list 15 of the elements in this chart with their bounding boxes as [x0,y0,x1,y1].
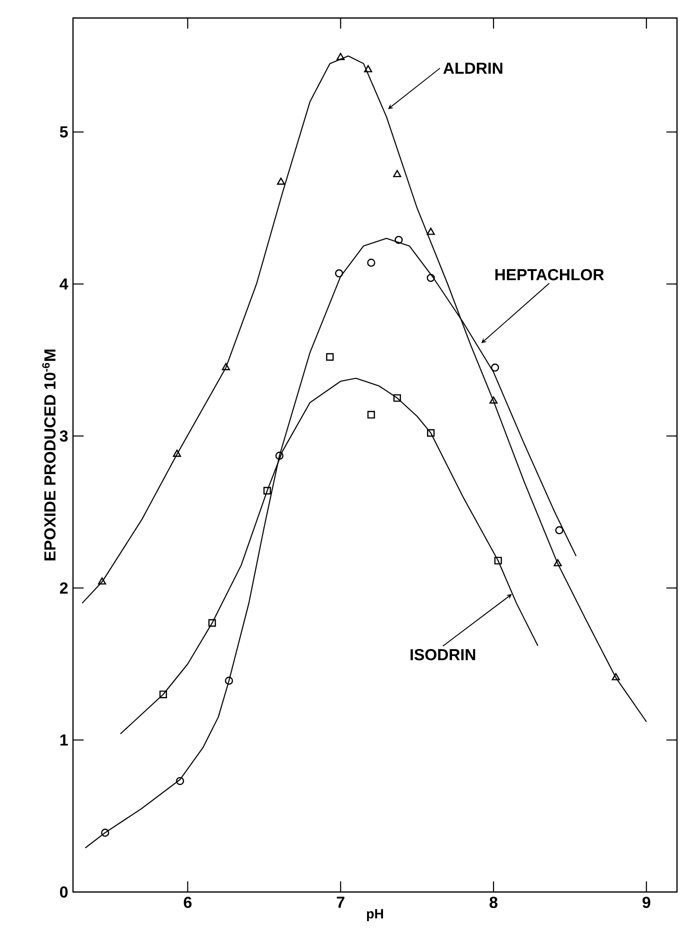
x-tick-label: 7 [336,896,344,908]
y-tick-label: 2 [60,582,68,594]
annotation: HEPTACHLOR [495,269,604,280]
y-tick-label: 0 [60,886,68,898]
annotation: ISODRIN [410,649,476,660]
x-tick-label: 8 [490,896,498,908]
x-tick-label: 9 [642,896,650,908]
x-axis-title: pH [366,909,384,922]
annotation: ALDRIN [443,62,502,74]
y-axis-title: EPOXIDE PRODUCED 10$^{-6}$M [42,350,56,560]
y-tick-label: 4 [60,278,68,290]
y-tick-label: 5 [60,126,68,138]
y-tick-label: 1 [60,734,68,746]
x-tick-label: 6 [184,896,192,908]
y-tick-label: 3 [60,430,68,442]
